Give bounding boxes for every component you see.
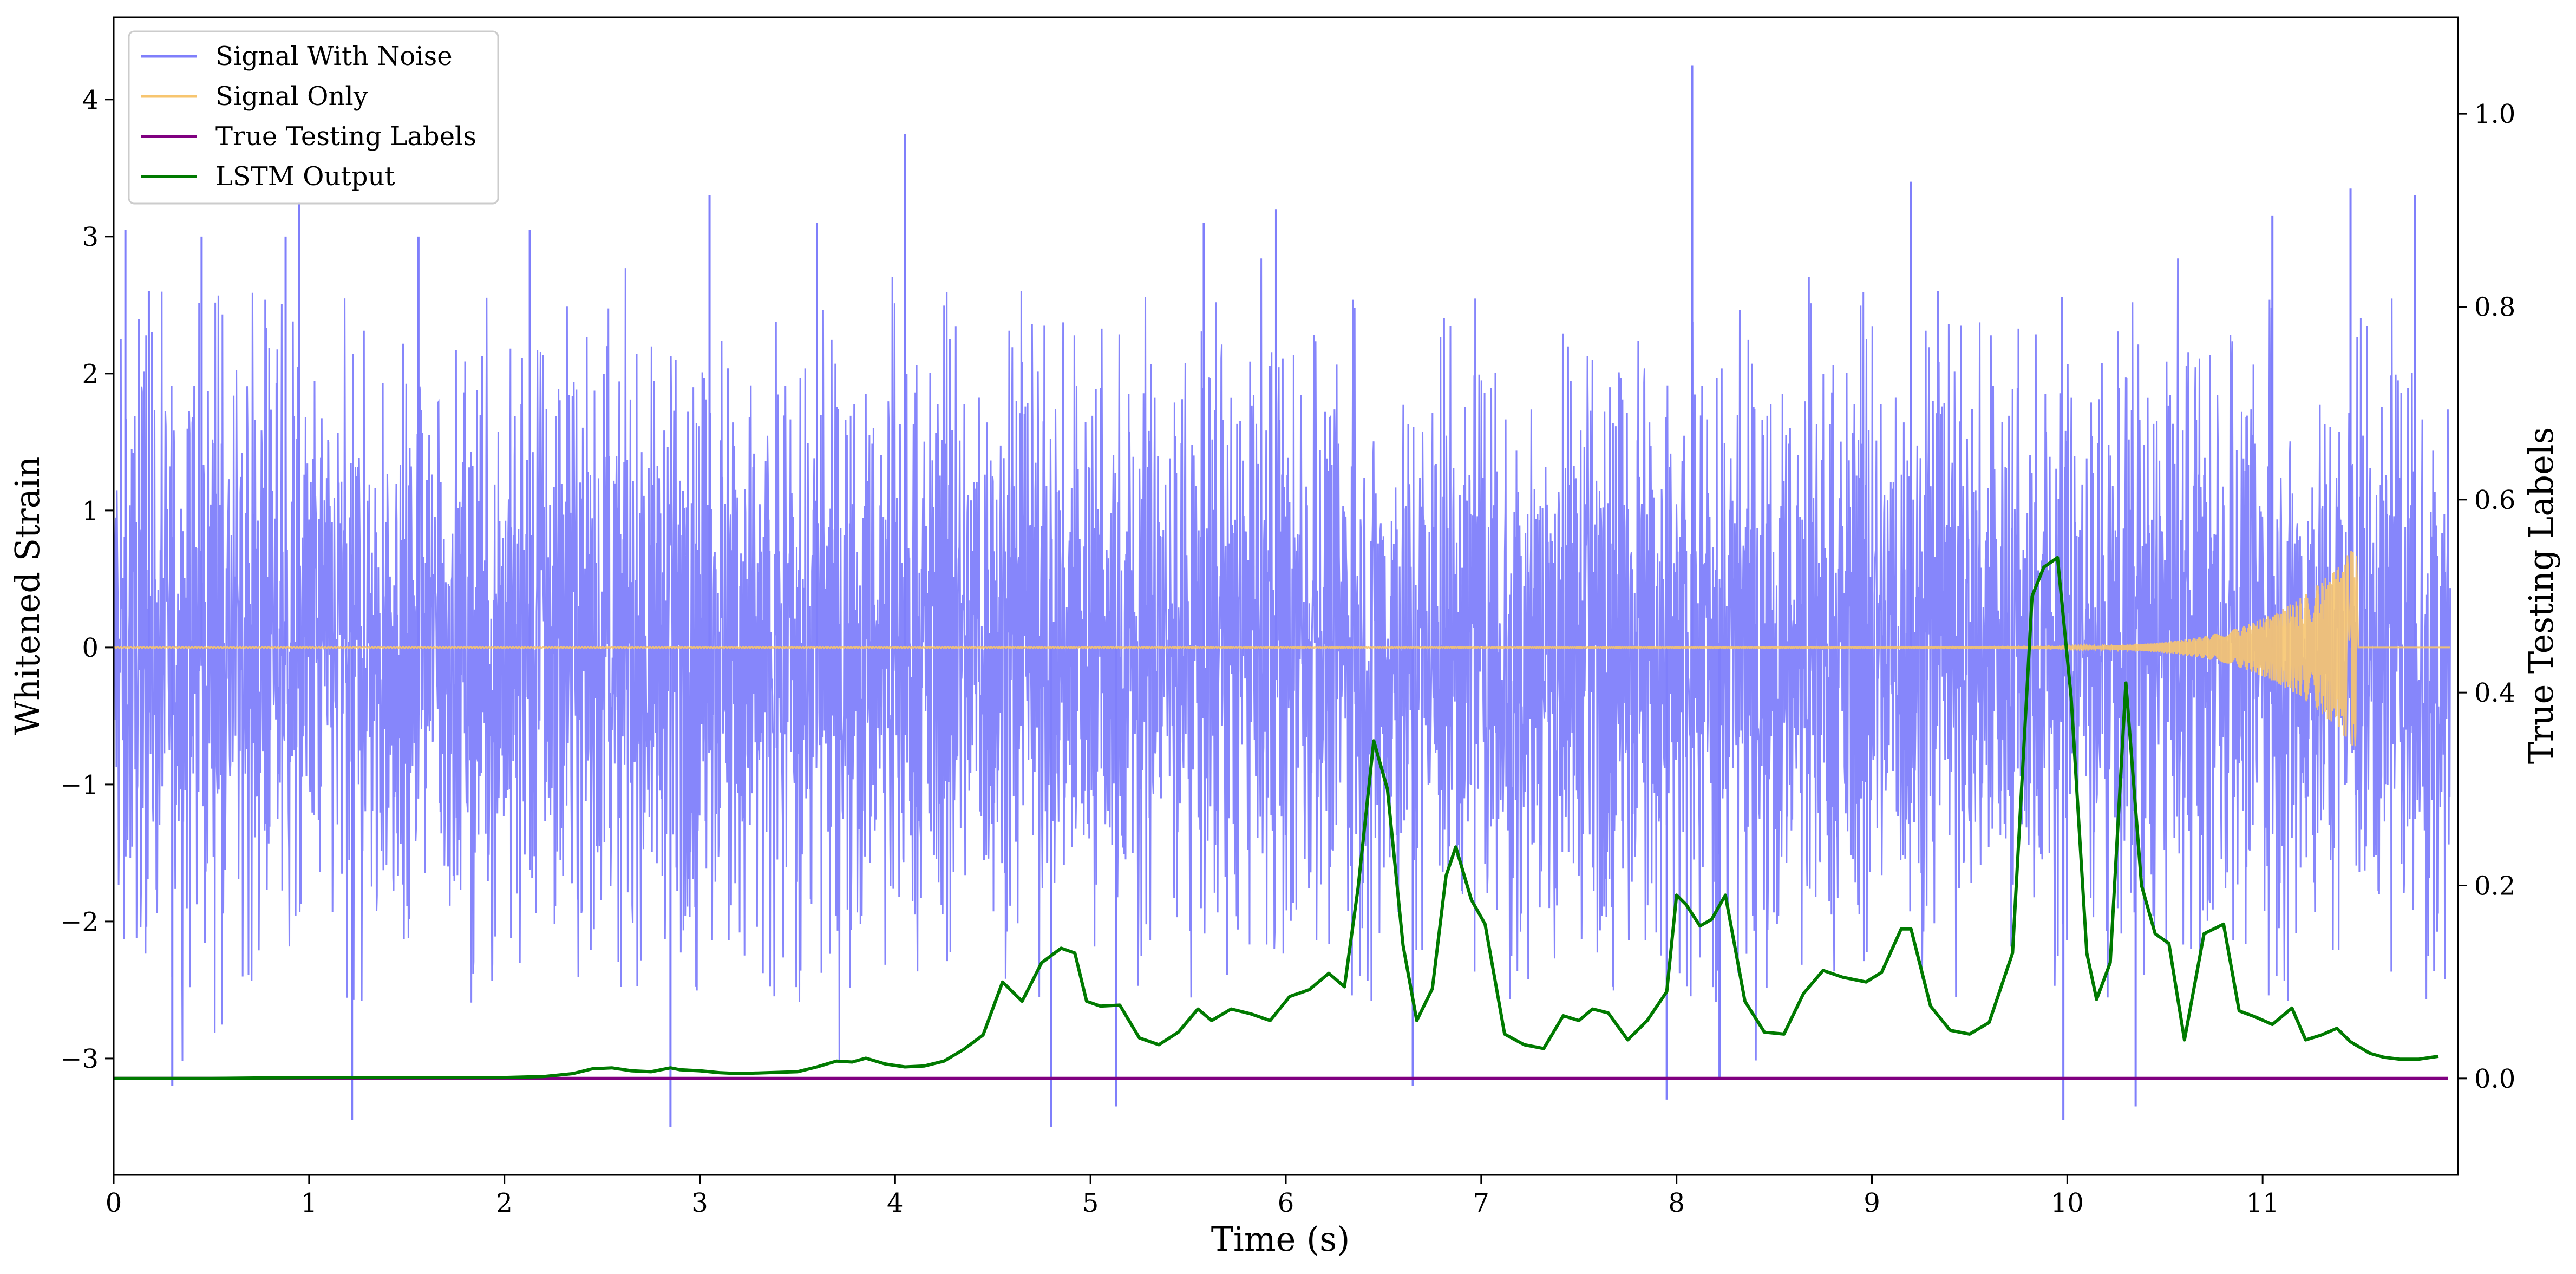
signal-only-series — [114, 551, 2450, 747]
legend-label-labels: True Testing Labels — [215, 121, 476, 152]
left-y-tick-label: 4 — [82, 85, 99, 115]
left-y-axis-ticks: −3 −2 −1 0 1 2 3 4 — [60, 85, 114, 1074]
x-tick-label: 11 — [2246, 1188, 2279, 1218]
x-tick-label: 1 — [301, 1188, 318, 1218]
left-y-tick-label: 0 — [82, 633, 99, 663]
x-tick-label: 6 — [1278, 1188, 1294, 1218]
legend-label-lstm: LSTM Output — [215, 161, 395, 192]
noise-trace — [114, 258, 2451, 1061]
right-y-tick-label: 0.2 — [2474, 871, 2515, 901]
legend-label-signal: Signal Only — [215, 81, 368, 112]
x-tick-label: 5 — [1082, 1188, 1099, 1218]
lstm-trace — [114, 556, 2439, 1080]
x-tick-label: 8 — [1668, 1188, 1685, 1218]
right-y-tick-label: 0.8 — [2474, 292, 2515, 323]
signal-trace — [114, 551, 2450, 747]
left-y-tick-label: −2 — [60, 907, 99, 937]
right-y-tick-label: 1.0 — [2474, 99, 2515, 129]
signal-with-noise-series — [114, 65, 2451, 1127]
x-tick-label: 2 — [496, 1188, 513, 1218]
x-axis-ticks: 0 1 2 3 4 5 6 7 8 9 10 11 — [106, 1175, 2279, 1218]
left-y-tick-label: 1 — [82, 496, 99, 526]
left-y-tick-label: −3 — [60, 1044, 99, 1074]
right-y-axis-label: True Testing Labels — [2521, 427, 2561, 765]
right-y-tick-label: 0.0 — [2474, 1064, 2515, 1094]
lstm-output-series — [114, 556, 2439, 1080]
x-axis-label: Time (s) — [1211, 1219, 1350, 1259]
x-tick-label: 0 — [106, 1188, 122, 1218]
x-tick-label: 10 — [2051, 1188, 2084, 1218]
left-y-tick-label: −1 — [60, 770, 99, 800]
legend-label-noise: Signal With Noise — [215, 41, 453, 71]
left-y-tick-label: 2 — [82, 359, 99, 389]
x-tick-label: 9 — [1864, 1188, 1880, 1218]
x-tick-label: 4 — [887, 1188, 904, 1218]
right-y-axis-ticks: 0.0 0.2 0.4 0.6 0.8 1.0 — [2458, 99, 2515, 1094]
left-y-axis-label: Whitened Strain — [8, 456, 47, 735]
left-y-tick-label: 3 — [82, 222, 99, 252]
legend: Signal With Noise Signal Only True Testi… — [128, 30, 499, 205]
x-tick-label: 3 — [691, 1188, 708, 1218]
right-y-tick-label: 0.6 — [2474, 485, 2515, 515]
x-tick-label: 7 — [1473, 1188, 1490, 1218]
right-y-tick-label: 0.4 — [2474, 678, 2515, 708]
legend-box — [128, 30, 499, 205]
